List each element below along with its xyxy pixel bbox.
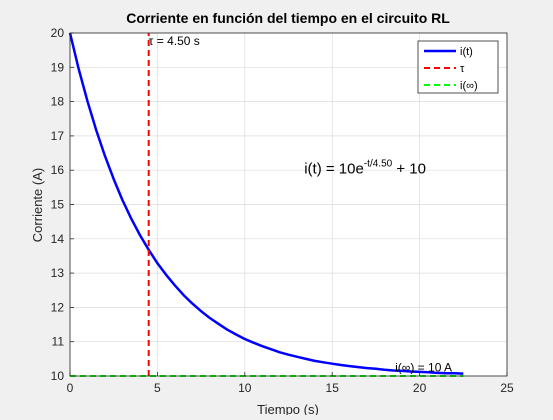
formula-exponent: -t/4.50: [364, 159, 393, 170]
legend-entries: i(t) τ i(∞): [424, 46, 478, 92]
y-tick-label: 16: [51, 163, 65, 177]
x-tick-label: 25: [500, 381, 514, 395]
y-tick-label: 12: [51, 300, 65, 314]
x-axis-label: Tiempo (s): [257, 402, 319, 415]
x-tick-label: 15: [326, 381, 340, 395]
y-tick-label: 14: [51, 232, 65, 246]
annotation-iinf: i(∞) = 10 A: [395, 361, 452, 375]
y-tick-label: 18: [51, 95, 65, 109]
legend-box: [417, 40, 499, 94]
legend-label: i(∞): [460, 80, 478, 92]
x-tick-label: 20: [413, 381, 427, 395]
formula-tail: + 10: [392, 161, 426, 178]
x-tick-label: 0: [67, 381, 74, 395]
annotation-tau: τ = 4.50 s: [149, 34, 200, 48]
legend-label: τ: [460, 63, 465, 75]
y-tick-label: 10: [51, 369, 65, 383]
chart-title: Corriente en función del tiempo en el ci…: [126, 10, 450, 26]
legend: i(t) τ i(∞): [417, 40, 499, 94]
y-tick-label: 15: [51, 198, 65, 212]
y-tick-label: 17: [51, 129, 65, 143]
series-line-0: [68, 32, 464, 375]
y-axis-label: Corriente (A): [30, 168, 45, 242]
y-tick-label: 19: [51, 60, 65, 74]
x-tick-label: 5: [154, 381, 161, 395]
formula-annotation: i(t) = 10e-t/4.50 + 10: [304, 159, 426, 178]
y-tick-label: 11: [52, 335, 65, 349]
legend-label: i(t): [460, 46, 473, 58]
formula-base: i(t) = 10e: [304, 161, 364, 178]
x-tick-label: 10: [238, 381, 252, 395]
ticks: 0 5 10 15 20 25 10 11 12 13 14 15 16 17 18 19 20: [51, 26, 514, 395]
y-tick-label: 13: [51, 266, 65, 280]
annotation-layer: τ = 4.50 s i(∞) = 10 A: [149, 34, 452, 375]
y-tick-label: 20: [51, 26, 65, 40]
